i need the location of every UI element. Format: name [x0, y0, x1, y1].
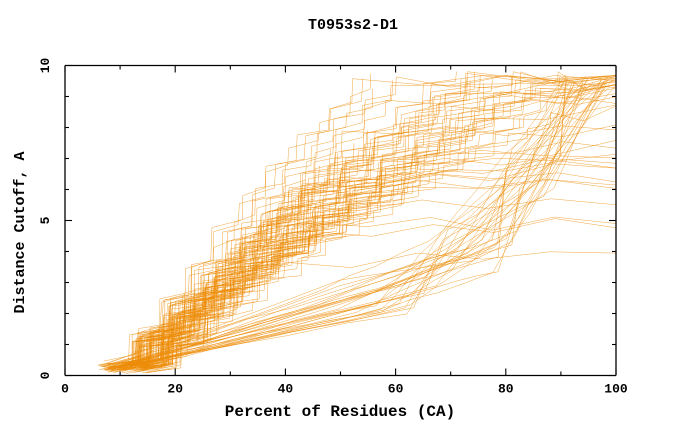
svg-text:0: 0 — [61, 382, 69, 397]
svg-text:80: 80 — [498, 382, 514, 397]
svg-text:100: 100 — [604, 382, 628, 397]
svg-text:0: 0 — [38, 371, 53, 379]
svg-text:10: 10 — [38, 58, 53, 74]
svg-text:60: 60 — [388, 382, 404, 397]
svg-text:20: 20 — [167, 382, 183, 397]
svg-text:40: 40 — [278, 382, 294, 397]
svg-text:5: 5 — [38, 216, 53, 224]
